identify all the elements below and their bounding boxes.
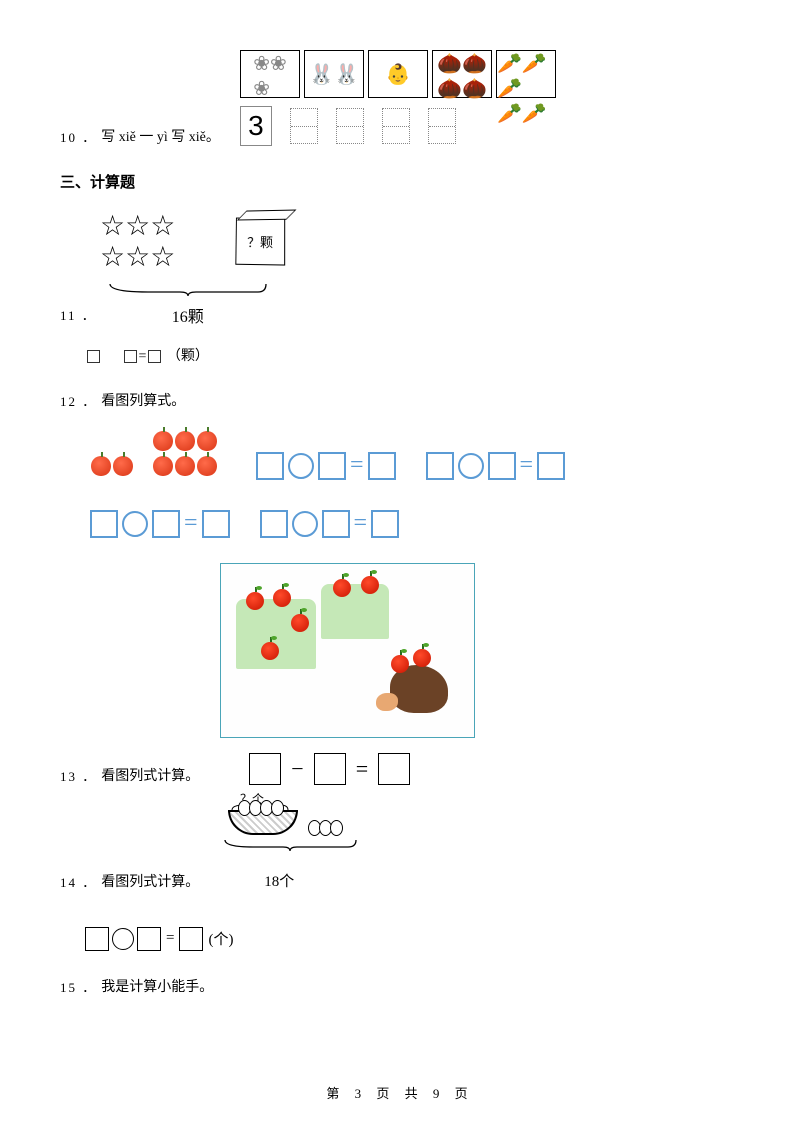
blank-box[interactable] (124, 350, 137, 363)
q13-equation[interactable]: − = (249, 753, 410, 785)
q11-number: 11 ． (60, 305, 97, 324)
equation-2[interactable]: = (426, 452, 566, 480)
basket-figure: ？个 (210, 810, 410, 835)
stars-row-2: ☆☆☆ (100, 243, 740, 274)
card-pinecones: 🌰🌰🌰🌰 (432, 50, 492, 98)
q10-text: 写 xiě 一 yì 写 xiě。 (101, 126, 220, 146)
section-3-heading: 三、计算题 (60, 171, 740, 192)
q14-text: 看图列式计算。 (101, 871, 199, 891)
cube-unknown: ？颗 (235, 217, 285, 266)
blank-box[interactable] (148, 350, 161, 363)
hedgehog-figure (220, 563, 475, 738)
equation-3[interactable]: = (90, 510, 230, 538)
q12-number: 12 ． (60, 391, 97, 410)
write-box-4[interactable] (428, 108, 456, 144)
q14-unit: (个) (208, 928, 233, 949)
q14-equation[interactable]: = (个) (85, 927, 233, 951)
minus-op: − (291, 756, 303, 782)
q12-text: 看图列算式。 (101, 390, 185, 410)
number-box-3: 3 (240, 106, 272, 146)
card-child: 👶 (368, 50, 428, 98)
counting-cards-row: ❀❀❀ 🐰🐰 👶 🌰🌰🌰🌰 🥕🥕🥕🥕🥕 (240, 50, 740, 98)
equation-1[interactable]: = (256, 452, 396, 480)
q11-figure: ☆☆☆ ☆☆☆ ？颗 (100, 212, 740, 274)
cube-label: ？颗 (247, 231, 273, 250)
card-flowers: ❀❀❀ (240, 50, 300, 98)
apple-group-right (152, 430, 218, 480)
write-box-2[interactable] (336, 108, 364, 144)
equals-op: = (356, 756, 368, 782)
card-carrots: 🥕🥕🥕🥕🥕 (496, 50, 556, 98)
q14-total: 18个 (264, 870, 294, 891)
q15-number: 15 ． (60, 977, 97, 996)
q12-apples: = = (90, 430, 740, 480)
apple-group-left (90, 455, 134, 480)
q13-text: 看图列式计算。 (101, 765, 199, 785)
q11-equation: = （颗） (85, 345, 740, 365)
page-footer: 第 3 页 共 9 页 (0, 1083, 800, 1102)
write-box-1[interactable] (290, 108, 318, 144)
q11-total: 16颗 (172, 303, 204, 327)
write-box-3[interactable] (382, 108, 410, 144)
card-rabbits: 🐰🐰 (304, 50, 364, 98)
equation-4[interactable]: = (260, 510, 400, 538)
brace-11 (108, 282, 740, 303)
question-10: 10 ． 写 xiě 一 yì 写 xiě。 3 (60, 106, 740, 146)
stars-row-1: ☆☆☆ (100, 212, 740, 243)
q10-number: 10 ． (60, 127, 97, 146)
q13-number: 13 ． (60, 766, 97, 785)
q14-number: 14 ． (60, 872, 97, 891)
hedgehog-icon (381, 657, 456, 719)
q11-unit: （颗） (167, 349, 209, 364)
q15-text: 我是计算小能手。 (101, 976, 213, 996)
blank-box[interactable] (87, 350, 100, 363)
